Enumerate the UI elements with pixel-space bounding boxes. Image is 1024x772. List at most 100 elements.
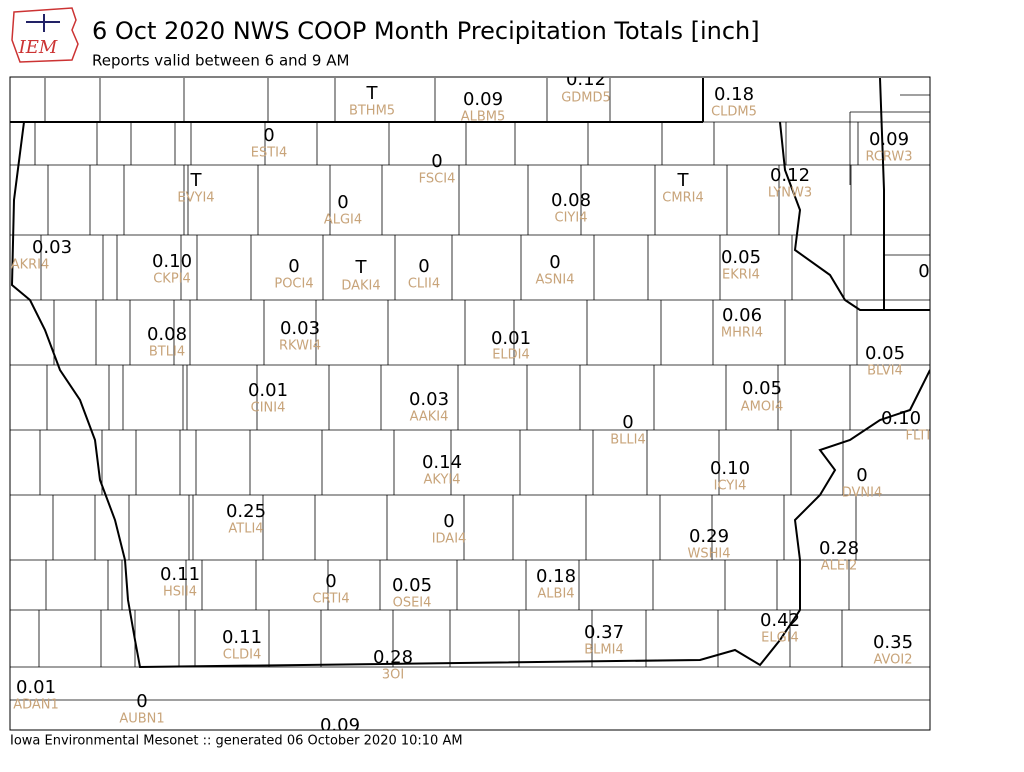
station-id: HSII4 (163, 585, 197, 600)
station-id: DAKI4 (341, 279, 380, 294)
station-id: RKWI4 (279, 339, 321, 354)
station-value: 0.05 (865, 343, 905, 364)
station-value: T (355, 257, 368, 278)
station-id: IDAI4 (432, 532, 467, 547)
station-value: 0.18 (714, 84, 754, 105)
station-value: 0 (288, 256, 299, 277)
station-value: 0 (622, 412, 633, 433)
station-id: CRTI4 (312, 592, 349, 607)
station-id: ICYI4 (714, 479, 747, 494)
station-id: AUBN1 (119, 712, 164, 727)
station-id: CKPI4 (153, 272, 191, 287)
station-value: 0.05 (742, 378, 782, 399)
map-frame (9, 76, 931, 731)
station-value: 0.25 (226, 501, 266, 522)
station-value: 0.06 (722, 305, 762, 326)
station-value: 0.05 (392, 575, 432, 596)
station-id: FLTI2 (906, 429, 939, 444)
station-id: AVOI2 (873, 653, 912, 668)
station-id: RCRW3 (865, 150, 912, 165)
station-value: 0.10 (152, 251, 192, 272)
station-id: ESTI4 (251, 146, 288, 161)
station-id: BLVI4 (867, 364, 903, 379)
station-value: 0.03 (32, 237, 72, 258)
footer: Iowa Environmental Mesonet :: generated … (10, 734, 463, 749)
station-value: 0.12 (566, 69, 606, 90)
station-id: ASNI4 (536, 273, 575, 288)
station-id: CMRI4 (662, 191, 703, 206)
station-value: 0.03 (280, 318, 320, 339)
station-value: 0.10 (881, 408, 921, 429)
station-id: ALEI2 (821, 559, 857, 574)
station-id: ALGI4 (324, 213, 362, 228)
station-id: BLMI4 (584, 643, 623, 658)
station-id: FSCI4 (419, 172, 456, 187)
logo-text: IEM (18, 37, 58, 58)
station-value: 0 (263, 125, 274, 146)
station-id: POCI4 (274, 277, 313, 292)
station-value: 0.09 (463, 89, 503, 110)
station-id: AMOI4 (741, 400, 783, 415)
station-id: OSEI4 (393, 596, 432, 611)
station-id: CLII4 (408, 277, 440, 292)
station-value: 0.11 (222, 627, 262, 648)
station-value: 0.10 (710, 458, 750, 479)
station-id: GDMD5 (561, 91, 611, 106)
station-value: 0.01 (16, 677, 56, 698)
station-value: 0.42 (760, 610, 800, 631)
station-value: 0.09 (320, 715, 360, 736)
station-value: 0.12 (770, 165, 810, 186)
basemap (10, 77, 930, 701)
station-value: 0 (136, 691, 147, 712)
station-id: WSHI4 (688, 547, 731, 562)
station-value: 0 (418, 256, 429, 277)
station-value: 0 (337, 192, 348, 213)
station-id: AKRI4 (11, 258, 50, 273)
station-id: CINI4 (251, 401, 286, 416)
station-value: 0.28 (373, 647, 413, 668)
station-id: AKYI4 (423, 473, 460, 488)
station-value: 0.18 (536, 566, 576, 587)
title: 6 Oct 2020 NWS COOP Month Precipitation … (92, 17, 760, 45)
station-id: LYNW3 (768, 186, 812, 201)
station-value: 0.37 (584, 622, 624, 643)
station-id: EKRI4 (722, 268, 760, 283)
station-value: 0 (325, 571, 336, 592)
station-value: 0.11 (160, 564, 200, 585)
station-value: T (366, 83, 379, 104)
station-value: 0.29 (689, 526, 729, 547)
station-value: 0.28 (819, 538, 859, 559)
station-id: ELDI4 (492, 348, 530, 363)
station-id: CLDI4 (223, 648, 261, 663)
station-value: 0.35 (873, 632, 913, 653)
station-value: 0.03 (409, 389, 449, 410)
station-id: CIYI4 (555, 211, 588, 226)
station-id: CLDM5 (711, 105, 757, 120)
station-value: 0.01 (491, 328, 531, 349)
station-value: T (677, 170, 690, 191)
station-id: BTLI4 (149, 345, 185, 360)
station-value: 0.14 (422, 452, 462, 473)
station-id: EVYI4 (177, 191, 214, 206)
station-value: 0 (431, 151, 442, 172)
logo: IEM (11, 7, 79, 63)
station-value: 0 (918, 261, 929, 282)
station-id: ADAN1 (13, 698, 59, 713)
station-value: 0 (856, 465, 867, 486)
station-value: T (190, 170, 203, 191)
station-id: ALBI4 (537, 587, 574, 602)
station-id: ATLI4 (228, 522, 263, 537)
station-id: DVNI4 (842, 486, 883, 501)
station-id: MHRI4 (721, 326, 763, 341)
station-value: 0.09 (869, 129, 909, 150)
station-value: 0.08 (147, 324, 187, 345)
station-id: BLLI4 (610, 433, 646, 448)
station-id: 3OI (382, 668, 404, 683)
station-id: ALBM5 (461, 110, 506, 125)
station-value: 0 (443, 511, 454, 532)
station-value: 0.08 (551, 190, 591, 211)
station-id: BTHM5 (349, 104, 395, 119)
station-value: 0.01 (248, 380, 288, 401)
